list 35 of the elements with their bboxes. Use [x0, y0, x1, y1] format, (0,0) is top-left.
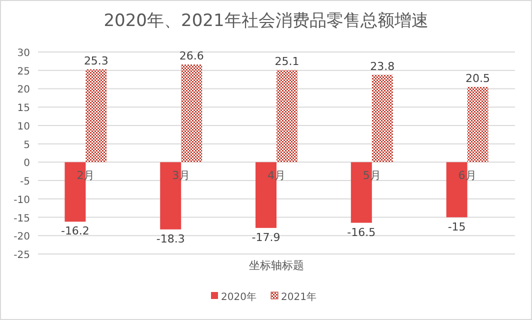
y-tick-label: -15	[14, 213, 30, 224]
bar	[160, 162, 182, 230]
data-label: 20.5	[466, 72, 490, 85]
bar	[372, 74, 393, 162]
bar	[181, 64, 202, 162]
chart-title: 2020年、2021年社会消费品零售总额增速	[104, 11, 428, 31]
y-tick-label: 10	[17, 121, 30, 132]
bar	[350, 162, 372, 223]
y-tick-label: 20	[17, 84, 30, 96]
bar	[467, 86, 488, 162]
x-axis-title: 坐标轴标题	[249, 259, 304, 272]
data-label: -16.5	[347, 226, 376, 239]
data-label: -18.3	[156, 232, 185, 246]
data-label: 25.3	[84, 54, 108, 68]
data-label: -15	[448, 220, 466, 234]
y-tick-label: 30	[17, 48, 30, 59]
y-tick-label: 25	[17, 66, 30, 78]
bar	[276, 70, 298, 162]
data-label: 26.6	[179, 49, 204, 62]
data-label: -17.9	[252, 230, 280, 244]
y-tick-label: -5	[20, 176, 30, 188]
y-tick-label: 0	[24, 158, 30, 170]
bar	[446, 162, 468, 218]
bar	[64, 162, 86, 222]
data-label: 25.1	[274, 54, 300, 68]
y-tick-label: 5	[24, 140, 30, 151]
legend-label: 2021年	[281, 291, 316, 303]
bar	[86, 69, 107, 162]
y-tick-label: -20	[14, 232, 30, 243]
y-tick-label: 15	[17, 103, 30, 114]
y-tick-label: -25	[14, 250, 30, 261]
data-label: -16.2	[60, 224, 90, 238]
y-tick-label: -10	[14, 194, 30, 206]
legend-label: 2020年	[221, 291, 256, 303]
data-label: 23.8	[370, 60, 395, 73]
